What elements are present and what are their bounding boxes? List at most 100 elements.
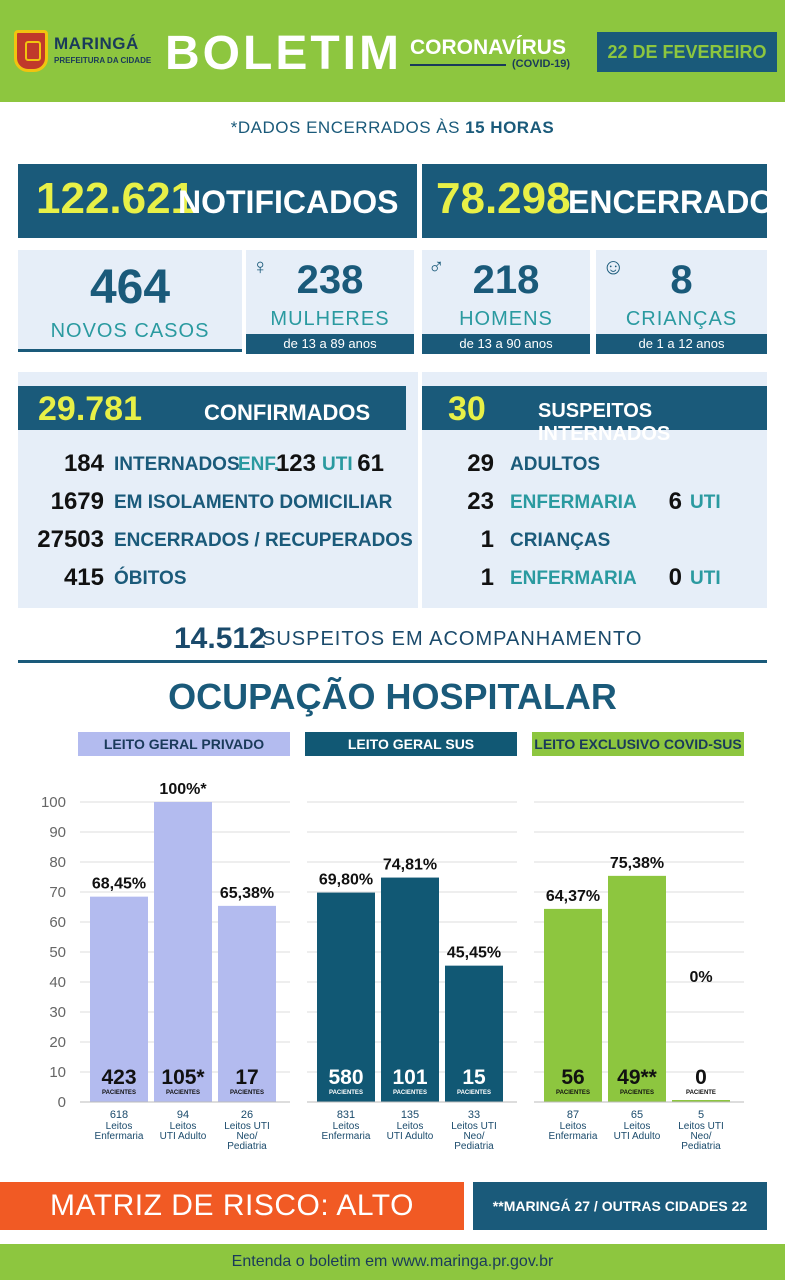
risk-matrix-banner: MATRIZ DE RISCO: ALTO [0,1182,464,1230]
bar-patients-value: 580 [328,1066,363,1089]
internados-label: INTERNADOS [114,454,240,475]
internados-value: 184 [63,450,104,477]
suspeitos-header: 30 SUSPEITOS INTERNADOS [422,386,767,445]
notificados-banner: 122.621 NOTIFICADOS [18,164,417,238]
y-tick-label: 0 [58,1094,66,1111]
obitos-label: ÓBITOS [114,568,187,589]
bar-category-label: UTI Adulto [160,1131,207,1142]
y-tick-label: 40 [49,974,66,991]
y-tick-label: 70 [49,884,66,901]
uti-label: UTI [322,454,353,475]
y-tick-label: 10 [49,1064,66,1081]
data-cutoff-note: *DADOS ENCERRADOS ÀS 15 HORAS [230,118,555,137]
bar [544,908,602,1102]
bar-beds-value: 618 [110,1109,128,1121]
bar-patients-word: PACIENTES [556,1090,590,1096]
adultos-label: ADULTOS [510,454,601,475]
bar-category-label: Enfermaria [322,1131,371,1142]
bar [381,877,439,1102]
bar [672,1100,730,1102]
prefeitura-label: PREFEITURA DA CIDADE [54,56,152,65]
bar-category-label: Enfermaria [95,1131,144,1142]
novos-casos-tile: 464 NOVOS CASOS [18,250,242,352]
uti-value: 61 [357,450,384,477]
confirmados-label: CONFIRMADOS [204,400,371,425]
bar-percent-label: 64,37% [546,888,600,905]
occupancy-chart: 010203040506070809010068,45%423PACIENTES… [41,781,744,1152]
subtitle-divider [410,64,506,66]
bar [608,875,666,1102]
bar-category-label: Leitos [560,1121,587,1132]
criancas-enf-label: ENFERMARIA [510,568,637,589]
city-crest-logo [14,30,48,72]
confirmados-value: 29.781 [38,390,142,428]
confirmados-header: 29.781 CONFIRMADOS [18,386,406,430]
bar-category-label: UTI Adulto [387,1131,434,1142]
bar-patients-word: PACIENTES [457,1090,491,1096]
obitos-value: 415 [63,564,104,591]
category-privado: LEITO GERAL PRIVADO [78,732,290,756]
suspeitos-label: SUSPEITOS INTERNADOS [538,400,671,445]
page-title: BOLETIM [165,27,402,80]
bar-patients-word: PACIENTES [166,1090,200,1096]
bar-percent-label: 65,38% [220,885,274,902]
category-sus: LEITO GERAL SUS [305,732,517,756]
bar-category-label: Leitos [170,1121,197,1132]
y-tick-label: 30 [49,1004,66,1021]
bar-beds-value: 831 [337,1109,355,1121]
bar-percent-label: 75,38% [610,855,664,872]
enf-value: 123 [275,450,316,477]
bar-beds-value: 135 [401,1109,419,1121]
suspeitos-value: 30 [448,390,486,428]
bar-patients-word: PACIENTES [102,1090,136,1096]
y-tick-label: 60 [49,914,66,931]
bar-category-label: Neo/ [690,1131,711,1142]
adultos-uti-label: UTI [690,492,721,513]
bar-patients-word: PACIENTES [393,1090,427,1096]
bar-category-label: Pediatria [681,1141,721,1152]
suspeitos-panel: 30 SUSPEITOS INTERNADOS 29 ADULTOS 23 EN… [422,372,767,608]
notificados-value: 122.621 [36,174,196,223]
bar-category-label: Leitos [106,1121,133,1132]
novos-casos-label: NOVOS CASOS [50,320,210,342]
bar-patients-value: 423 [101,1066,136,1089]
encerrados-banner: 78.298 ENCERRADOS [422,164,785,238]
bar-patients-word: PACIENTES [329,1090,363,1096]
mulheres-tile: ♀ 238 MULHERES [246,250,414,334]
category-covid: LEITO EXCLUSIVO COVID-SUS [532,732,744,756]
mulheres-value: 238 [296,258,364,302]
adultos-value: 29 [467,450,494,477]
enf-label: ENF. [238,454,280,475]
bar-category-label: Pediatria [227,1141,267,1152]
criancas-uti-label: UTI [690,568,721,589]
date-badge: 22 DE FEVEREIRO [597,32,777,72]
criancas-uti-value: 0 [668,564,682,591]
bar-patients-value: 105* [161,1066,205,1089]
mulheres-age-range: de 13 a 89 anos [246,334,414,354]
bar-patients-value: 101 [392,1066,427,1089]
y-tick-label: 50 [49,944,66,961]
bar-beds-value: 65 [631,1109,643,1121]
encerrados-value: 78.298 [436,174,571,223]
notificados-label: NOTIFICADOS [178,184,399,220]
footer-link[interactable]: Entenda o boletim em www.maringa.pr.gov.… [0,1244,785,1280]
bar [154,802,212,1102]
page-subtitle-covid: (COVID-19) [512,58,571,70]
homens-tile: ♂ 218 HOMENS [422,250,590,334]
criancas-label: CRIANÇAS [625,308,738,330]
bar-patients-word: PACIENTES [230,1090,264,1096]
bar-percent-label: 68,45% [92,876,146,893]
ocupacao-title: OCUPAÇÃO HOSPITALAR [168,676,617,717]
bar-category-label: Pediatria [454,1141,494,1152]
section-divider [18,660,767,663]
page-subtitle: CORONAVÍRUS [410,36,566,59]
bar-category-label: Leitos UTI [678,1121,724,1132]
homens-age-range: de 13 a 90 anos [422,334,590,354]
bar-beds-value: 87 [567,1109,579,1121]
bar-beds-value: 33 [468,1109,480,1121]
bar [317,892,375,1102]
mulheres-label: MULHERES [270,308,390,330]
bar-percent-label: 45,45% [447,945,501,962]
bar-percent-label: 74,81% [383,857,437,874]
bar-category-label: Neo/ [236,1131,257,1142]
